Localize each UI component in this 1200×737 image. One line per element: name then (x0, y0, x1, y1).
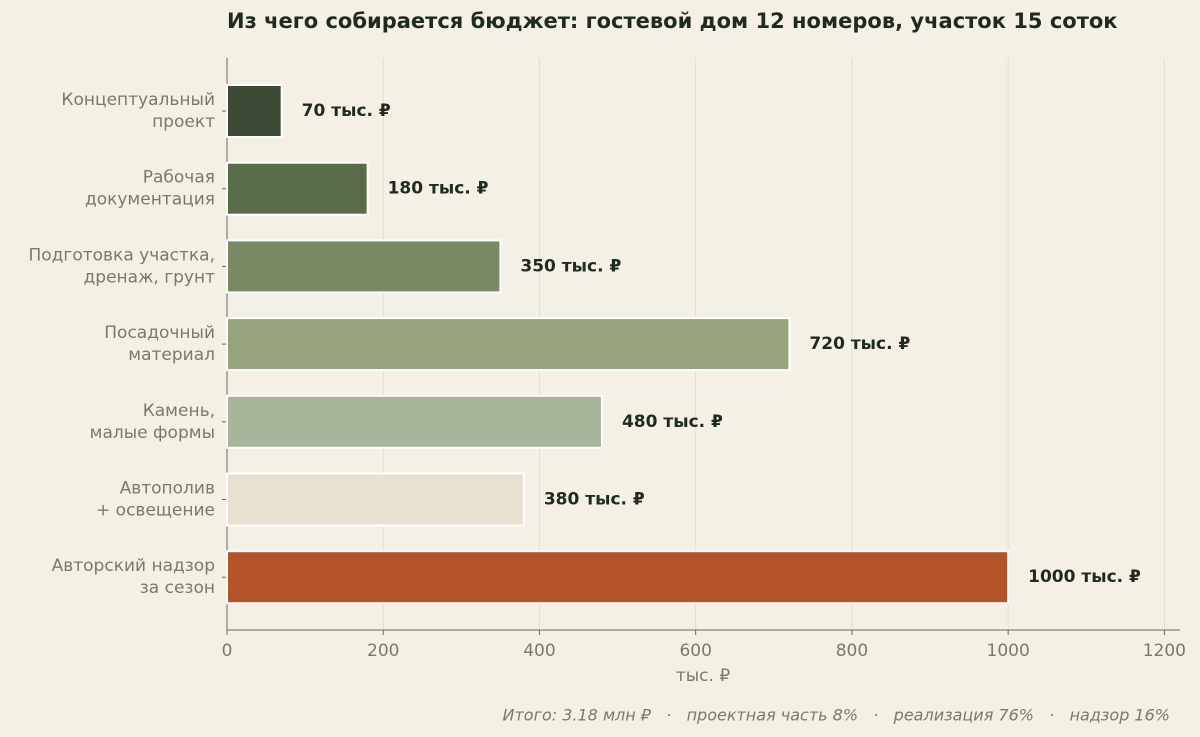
y-tick-label: Концептуальный проект (61, 90, 215, 132)
value-label: 1000 тыс. ₽ (1028, 567, 1141, 587)
y-tick-label: Посадочный материал (104, 323, 215, 365)
bar (226, 472, 525, 527)
value-label: 350 тыс. ₽ (520, 256, 621, 276)
bar (226, 161, 369, 216)
x-tick-label: 1200 (1143, 641, 1186, 661)
x-axis-label: тыс. ₽ (676, 666, 730, 686)
x-tick-label: 200 (367, 641, 399, 661)
y-tick-label: Авторский надзор за сезон (52, 556, 215, 598)
y-tick-label: Камень, малые формы (90, 401, 215, 443)
y-tick-label: Автополив + освещение (96, 479, 215, 521)
bar (226, 84, 283, 138)
bar (226, 317, 791, 372)
x-tick-label: 0 (222, 641, 233, 661)
x-tick-label: 600 (679, 641, 711, 661)
value-label: 70 тыс. ₽ (302, 101, 391, 121)
x-tick-label: 800 (836, 641, 868, 661)
x-tick-label: 1000 (987, 641, 1030, 661)
bar (226, 550, 1010, 605)
value-label: 380 тыс. ₽ (544, 490, 645, 510)
value-label: 480 тыс. ₽ (622, 412, 723, 432)
x-tick-label: 400 (523, 641, 555, 661)
footnote: Итого: 3.18 млн ₽ · проектная часть 8% ·… (502, 706, 1170, 725)
bar (226, 394, 603, 449)
value-label: 720 тыс. ₽ (809, 334, 910, 354)
chart-title: Из чего собирается бюджет: гостевой дом … (227, 9, 1118, 33)
y-tick-label: Рабочая документация (85, 168, 215, 210)
bar (226, 239, 502, 294)
y-tick-label: Подготовка участка, дренаж, грунт (28, 245, 215, 287)
value-label: 180 тыс. ₽ (388, 179, 489, 199)
